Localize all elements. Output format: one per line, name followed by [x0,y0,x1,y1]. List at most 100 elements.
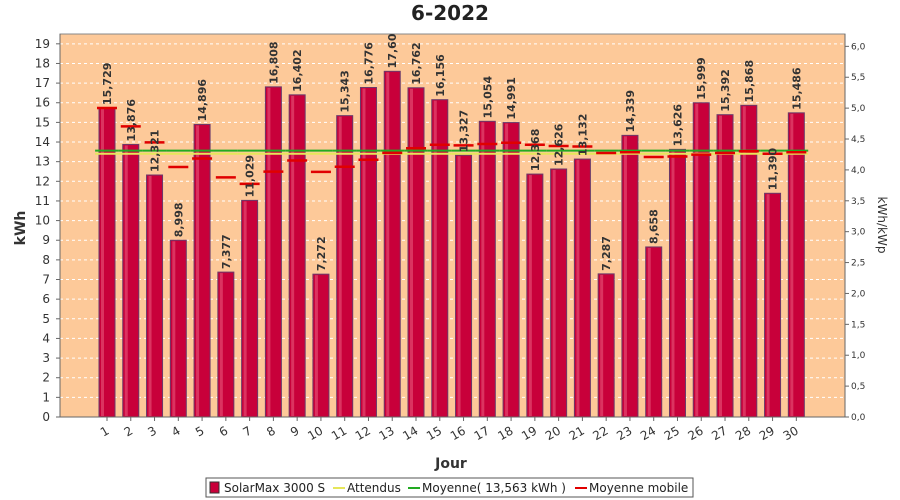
bar-highlight [766,194,770,416]
data-label: 16,156 [434,54,447,97]
y-axis-title: kWh [13,211,29,246]
x-tick-label: 17 [472,423,492,443]
bar-highlight [196,125,200,417]
y-tick-label: 2 [42,371,50,385]
bar-highlight [695,103,699,416]
bar-highlight [267,87,271,416]
x-tick-label: 25 [662,423,682,443]
data-label: 8,998 [172,202,185,237]
x-tick-label: 10 [305,423,325,443]
y-tick-label: 0 [42,410,50,424]
y-tick-label: 6 [42,292,50,306]
x-tick-label: 1 [98,423,112,439]
legend-item-solarmax: SolarMax 3000 S [209,481,325,495]
bar-highlight [338,116,342,417]
x-tick-label: 12 [353,423,373,443]
data-label: 7,272 [315,236,328,271]
x-tick-label: 9 [288,423,302,439]
x-tick-label: 30 [781,423,801,443]
y-tick-label: 12 [35,174,50,188]
legend-item-moyenne: Moyenne( 13,563 kWh ) [408,481,566,495]
x-tick-label: 15 [424,423,444,443]
bar-highlight [219,273,223,416]
bar-highlight [291,95,295,416]
bar-highlight [362,88,366,417]
y-right-tick-label: 2,5 [851,259,865,269]
y-tick-label: 19 [35,37,50,51]
legend-label: Attendus [347,481,401,495]
bar-highlight [790,113,794,416]
bar-highlight [314,275,318,416]
x-tick-label: 2 [122,423,136,439]
y-tick-label: 9 [42,233,50,247]
data-label: 8,658 [648,209,661,244]
bar-highlight [481,122,485,416]
y-tick-label: 8 [42,253,50,267]
x-tick-label: 14 [400,423,420,443]
x-tick-label: 24 [638,423,658,443]
chart-title: 6-2022 [411,1,489,25]
legend-item-moyenne-mobile: Moyenne mobile [575,481,688,495]
y-tick-label: 16 [35,96,50,110]
bar-highlight [671,150,675,416]
y-right-tick-label: 4,0 [851,166,866,176]
y-right-tick-label: 6,0 [851,42,866,52]
y-right-tick-label: 4,5 [851,135,865,145]
y-axis-right-title: kWh/kWp [875,197,889,254]
bar-highlight [124,145,128,416]
bar-series [98,70,805,418]
x-axis-title: Jour [434,456,467,472]
y-right-tick-label: 1,5 [851,320,865,330]
data-label: 14,896 [196,79,209,122]
bar-highlight [433,100,437,416]
y-tick-label: 10 [35,214,50,228]
y-right-tick-label: 3,5 [851,197,865,207]
y-right-tick-label: 3,0 [851,228,866,238]
y-tick-label: 15 [35,115,50,129]
data-labels: 15,729 13,876 12,321 8,998 14,896 7,377 11,029… [101,33,803,271]
data-label: 15,343 [339,70,352,112]
bar-highlight [528,175,532,416]
x-tick-label: 3 [145,423,159,439]
legend-label: Moyenne( 13,563 kWh ) [422,481,566,495]
axes: 0123456789101112131415161718190,00,51,01… [35,34,866,443]
legend-label: SolarMax 3000 S [224,481,325,495]
data-label: 13,876 [125,99,138,142]
data-label: 12,368 [529,129,542,171]
data-label: 11,029 [244,155,257,197]
bar-highlight [576,160,580,416]
x-tick-label: 18 [495,423,515,443]
bar-highlight [623,136,627,416]
bar-highlight [410,88,414,416]
x-tick-label: 22 [590,423,610,443]
data-label: 16,402 [291,49,304,91]
line-series [95,106,809,186]
data-label: 13,626 [671,104,684,147]
bar-highlight [101,109,104,416]
x-tick-label: 8 [264,423,278,439]
x-tick-label: 7 [241,423,255,439]
x-tick-label: 27 [709,423,729,443]
legend-item-attendus: Attendus [333,481,401,495]
plot-area [59,33,846,418]
data-label: 12,626 [553,123,566,166]
data-label: 16,808 [267,41,280,83]
x-tick-label: 21 [567,423,587,443]
y-tick-label: 1 [42,390,50,404]
y-tick-label: 14 [35,135,50,149]
data-label: 15,054 [481,76,494,119]
x-tick-label: 23 [614,423,634,443]
bar-highlight [600,274,604,416]
data-label: 16,776 [362,42,375,85]
data-label: 15,392 [719,69,732,111]
x-tick-label: 13 [377,423,397,443]
x-tick-label: 4 [169,423,183,439]
data-label: 11,390 [767,147,780,190]
y-tick-label: 3 [42,351,50,365]
x-tick-label: 5 [193,423,207,439]
y-right-tick-label: 1,0 [851,351,866,361]
bar-highlight [719,115,723,416]
bar-highlight [552,170,556,416]
y-right-tick-label: 5,5 [851,73,865,83]
